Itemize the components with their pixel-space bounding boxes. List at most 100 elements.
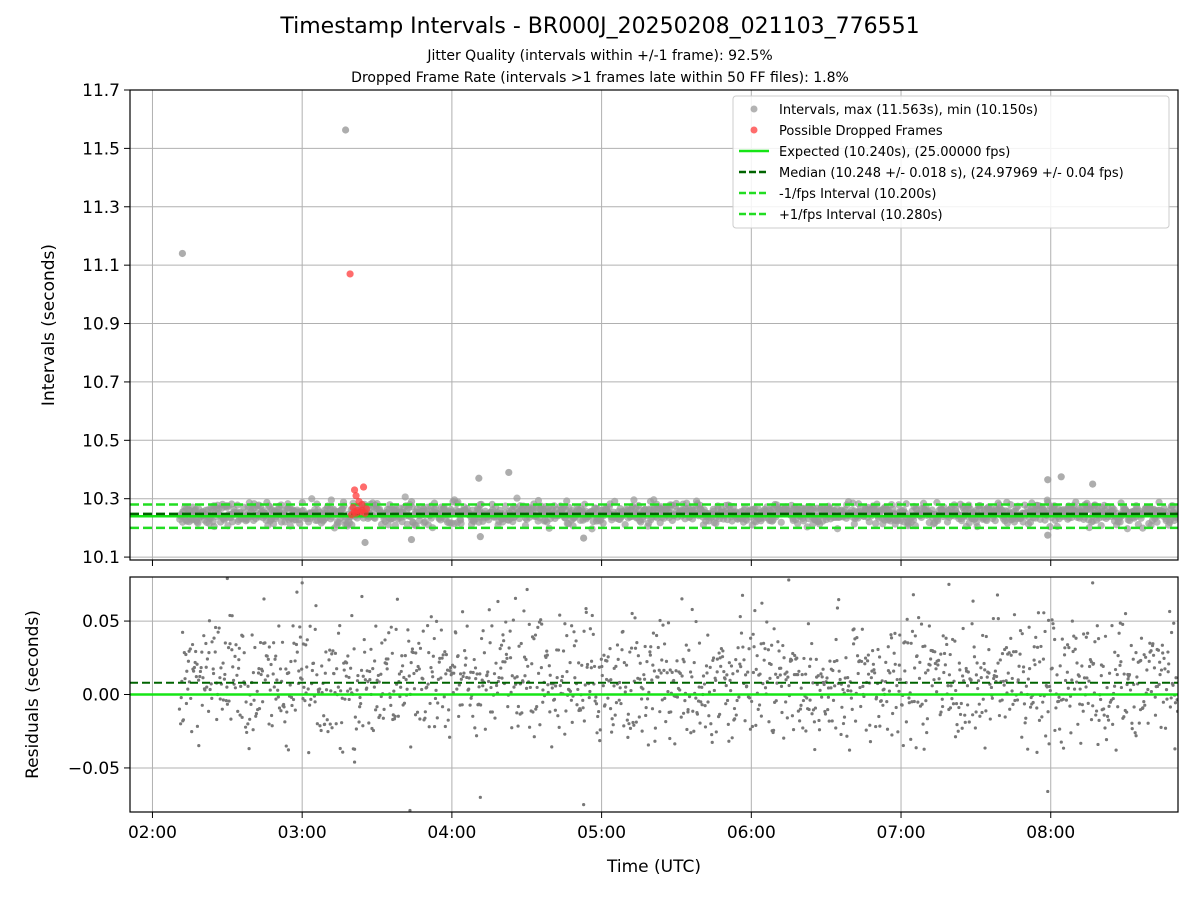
residual-point (925, 717, 930, 721)
residual-point (233, 686, 237, 690)
residual-point (636, 654, 640, 658)
residual-point (374, 624, 378, 628)
residual-point (335, 667, 339, 671)
residual-point (1028, 667, 1032, 671)
dropped-frame-point (352, 492, 360, 500)
residual-point (581, 706, 585, 710)
residual-point (336, 685, 340, 689)
residual-point (650, 707, 655, 711)
residual-point (415, 668, 419, 673)
residual-point (618, 686, 622, 690)
interval-point (850, 520, 858, 528)
residual-point (1050, 618, 1054, 622)
residual-point (913, 634, 917, 638)
residual-point (294, 642, 299, 647)
x-tick-label: 07:00 (877, 823, 926, 843)
residual-point (1091, 581, 1095, 585)
residual-point (383, 638, 387, 642)
residual-point (907, 696, 911, 700)
residual-point (759, 714, 763, 718)
residual-point (697, 641, 702, 645)
residual-point (1141, 706, 1145, 710)
residual-point (975, 661, 979, 665)
residual-point (1004, 645, 1009, 650)
residual-point (673, 742, 677, 746)
residual-point (478, 672, 482, 676)
residual-point (490, 710, 494, 714)
residual-point (959, 701, 963, 706)
residual-point (295, 590, 299, 594)
residual-point (453, 665, 457, 669)
legend-marker (750, 105, 758, 113)
residual-point (409, 745, 413, 749)
residual-point (966, 703, 970, 707)
residual-point (1070, 678, 1074, 682)
residual-point (950, 637, 955, 642)
residual-point (1114, 748, 1118, 752)
residual-point (657, 668, 661, 672)
residual-point (591, 632, 595, 636)
residual-point (711, 656, 716, 660)
residual-point (499, 666, 503, 670)
residual-point (1041, 657, 1046, 661)
residual-point (439, 676, 443, 680)
residual-point (246, 722, 250, 726)
residual-point (293, 708, 297, 712)
y-tick-label: 11.1 (82, 256, 120, 276)
residual-point (714, 730, 718, 734)
y-tick-label: 11.5 (82, 139, 120, 159)
residual-point (828, 659, 832, 663)
residual-point (869, 676, 873, 680)
dropped-frame-point (350, 486, 359, 494)
residual-point (563, 732, 567, 736)
residual-point (906, 641, 910, 645)
residual-point (619, 701, 623, 706)
residual-point (917, 615, 921, 620)
residual-point (1171, 683, 1175, 687)
residual-point (608, 647, 612, 651)
residual-point (993, 669, 997, 673)
residual-point (810, 712, 814, 716)
x-tick-label: 08:00 (1026, 823, 1075, 843)
residual-point (414, 651, 418, 655)
residual-point (976, 686, 980, 691)
residual-point (375, 705, 379, 709)
interval-point (327, 496, 335, 504)
y-axis-label: Intervals (seconds) (39, 244, 59, 406)
residual-point (1062, 653, 1067, 657)
residual-point (575, 703, 579, 707)
residual-point (1125, 710, 1129, 714)
legend-entry: Possible Dropped Frames (779, 124, 943, 139)
residual-point (540, 622, 544, 626)
residual-point (497, 676, 501, 680)
residual-point (681, 657, 685, 661)
residual-point (724, 702, 728, 706)
residual-point (605, 659, 609, 663)
residual-point (313, 627, 317, 631)
residual-point (946, 684, 950, 688)
residual-point (570, 624, 574, 628)
residual-point (784, 700, 788, 704)
residual-point (995, 593, 1000, 597)
residual-point (269, 713, 274, 718)
residual-point (358, 695, 362, 700)
residual-point (568, 661, 572, 665)
residual-point (835, 606, 840, 610)
residual-point (510, 726, 514, 730)
residual-point (325, 718, 329, 722)
residual-point (597, 665, 601, 669)
residual-point (532, 735, 536, 739)
residual-point (1000, 651, 1005, 656)
residual-point (523, 674, 527, 678)
interval-point (872, 519, 880, 528)
residual-point (808, 698, 812, 702)
residual-point (787, 578, 791, 582)
residual-point (541, 700, 545, 704)
residual-point (400, 654, 404, 658)
residual-point (300, 667, 304, 671)
residual-point (594, 702, 599, 706)
residual-point (1087, 664, 1092, 669)
residual-point (203, 688, 207, 692)
residual-point (222, 677, 227, 681)
legend-box (732, 95, 1170, 229)
